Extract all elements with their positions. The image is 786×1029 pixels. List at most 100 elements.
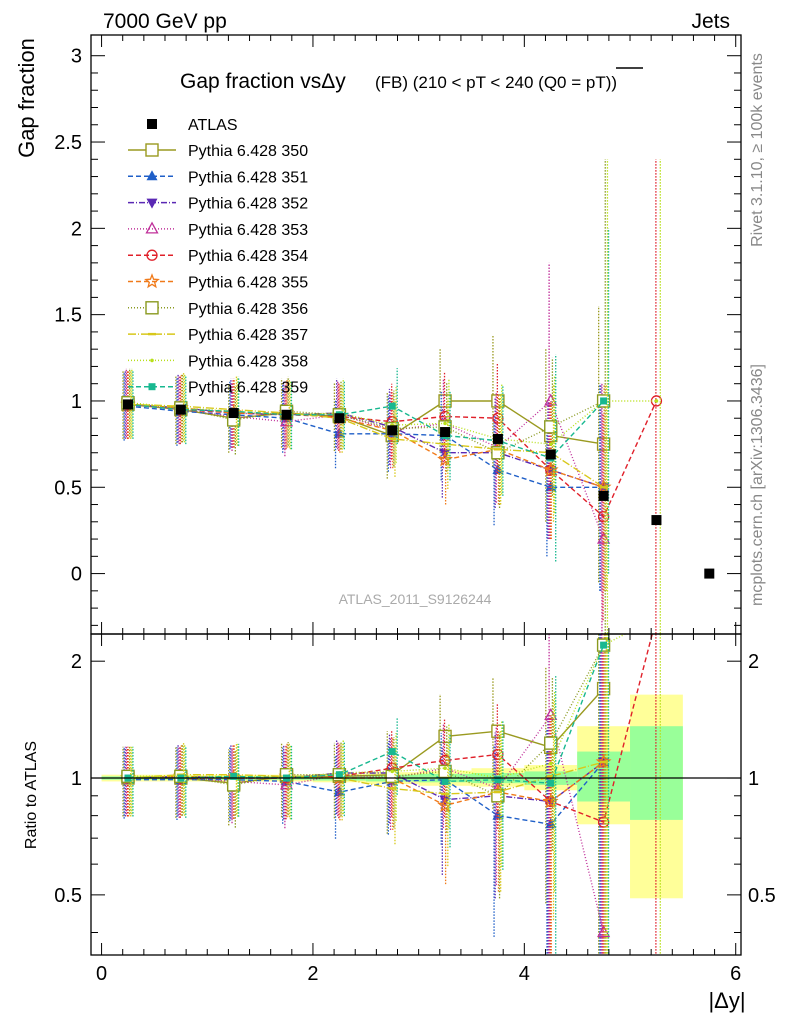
series-7-point-9 xyxy=(599,486,608,489)
series-main-7 xyxy=(123,369,608,591)
atlas-point-10 xyxy=(651,515,662,526)
series-7-ratio-point-9 xyxy=(599,760,608,764)
legend-label-4: Pythia 6.428 354 xyxy=(188,248,308,265)
series-main-5 xyxy=(120,369,612,591)
legend-label-8: Pythia 6.428 358 xyxy=(188,353,308,370)
series-ratio-6 xyxy=(121,634,611,955)
legend-marker-3 xyxy=(145,221,159,234)
series-7-ratio-point-7 xyxy=(493,790,502,794)
y-tick-label-3: 1.5 xyxy=(54,305,82,327)
series-0-line xyxy=(127,400,604,445)
series-0-ratio-point-6 xyxy=(438,729,452,744)
series-7-point-6 xyxy=(441,442,450,446)
series-1-line xyxy=(127,405,604,488)
legend: ATLAS Pythia 6.428 350 Pythia 6.428 351 Pyt… xyxy=(128,117,308,397)
series-7-ratio-point-8 xyxy=(546,775,555,778)
header-right: Jets xyxy=(691,10,730,33)
series-9-point-9 xyxy=(600,397,608,405)
series-6-point-8 xyxy=(544,420,558,434)
series-9-ratio-point-2 xyxy=(230,772,238,780)
series-7-ratio-point-6 xyxy=(441,792,450,796)
series-6-line xyxy=(127,400,604,454)
atlas-point-0 xyxy=(122,399,133,410)
atlas-point-4 xyxy=(334,413,345,424)
series-5-line xyxy=(127,403,604,488)
series-8-point-8 xyxy=(548,442,553,446)
ratio-series-layer xyxy=(120,634,661,955)
series-7-ratio-line xyxy=(127,761,604,795)
series-8-point-10 xyxy=(654,399,659,403)
x-tick-label-0: 0 xyxy=(96,963,107,985)
x-tick-label-2: 4 xyxy=(519,963,530,985)
series-ratio-2 xyxy=(122,634,610,955)
chart-title-main: Gap fraction vsΔy xyxy=(180,70,346,93)
series-3-point-9 xyxy=(597,531,611,544)
ratio-tick-label-left-2: 2 xyxy=(71,651,82,673)
legend-marker-6 xyxy=(145,301,159,315)
y-tick-label-4: 2 xyxy=(71,218,82,240)
legend-marker-4 xyxy=(146,249,158,261)
atlas-point-1 xyxy=(175,404,186,415)
x-tick-label-1: 2 xyxy=(307,963,318,985)
atlas-point-6 xyxy=(440,427,451,438)
chart-title-sub: (FB) (210 < pT < 240 (Q0 = pT)) xyxy=(375,73,617,92)
series-1-ratio-line xyxy=(128,761,605,826)
legend-label-0: Pythia 6.428 350 xyxy=(188,143,308,160)
series-9-ratio-point-5 xyxy=(388,748,396,756)
series-7-line xyxy=(127,403,604,488)
series-2-line xyxy=(127,403,604,488)
atlas-point-9 xyxy=(598,490,609,501)
legend-marker-8 xyxy=(150,358,154,363)
series-7-point-5 xyxy=(388,437,397,441)
atlas-point-3 xyxy=(281,409,292,420)
series-6-ratio-point-6 xyxy=(438,764,452,779)
ratio-tick-label-right-2: 2 xyxy=(748,651,759,673)
series-ratio-7 xyxy=(123,634,608,955)
series-main-0 xyxy=(121,306,611,583)
series-ratio-5 xyxy=(120,634,612,955)
series-main-1 xyxy=(122,371,610,591)
y-tick-label-2: 1 xyxy=(71,391,82,413)
series-8-ratio-point-8 xyxy=(548,761,553,766)
series-9-ratio-point-7 xyxy=(494,776,502,784)
atlas-point-5 xyxy=(387,425,398,436)
y-tick-label-0: 0 xyxy=(71,564,82,586)
x-axis-label: |Δy| xyxy=(708,988,745,1013)
legend-marker-7 xyxy=(148,332,156,336)
series-8-ratio-point-5 xyxy=(390,769,395,774)
main-series-layer xyxy=(120,159,663,634)
ratio-tick-label-left-1: 1 xyxy=(71,768,82,790)
y-tick-label-1: 0.5 xyxy=(54,477,82,499)
series-9-ratio-point-4 xyxy=(335,771,343,779)
atlas-point-2 xyxy=(228,408,239,419)
axes-layer: 0 2 4 6 0 0.5 1 1.5 2 2.5 3 0.5 0.5 1 1 2 2 xyxy=(54,34,776,985)
y-tick-label-6: 3 xyxy=(71,46,82,68)
series-8-ratio-point-6 xyxy=(443,766,447,771)
series-ratio-3 xyxy=(121,634,611,955)
atlas-point-11 xyxy=(704,568,715,579)
legend-label-1: Pythia 6.428 351 xyxy=(188,169,308,186)
series-ratio-1 xyxy=(122,634,610,955)
series-8-point-6 xyxy=(443,421,447,426)
series-5-ratio-point-9 xyxy=(595,753,612,769)
series-0-ratio-line xyxy=(128,688,605,784)
series-main-2 xyxy=(122,369,610,591)
series-2-ratio-line xyxy=(127,761,605,803)
legend-marker-1 xyxy=(146,170,158,181)
rivet-label: Rivet 3.1.10, ≥ 100k events xyxy=(749,53,766,247)
analysis-watermark: ATLAS_2011_S9126244 xyxy=(339,591,492,607)
series-3-point-8 xyxy=(544,393,558,406)
series-9-point-5 xyxy=(388,402,396,410)
y-axis-label: Gap fraction xyxy=(14,38,39,158)
series-3-ratio-line xyxy=(127,713,605,933)
series-6-ratio-line xyxy=(128,644,605,797)
legend-marker-0 xyxy=(145,143,159,157)
header-left: 7000 GeV pp xyxy=(103,10,227,33)
series-9-ratio-line xyxy=(128,644,605,784)
series-ratio-0 xyxy=(121,634,611,955)
series-9-ratio-point-6 xyxy=(441,777,449,785)
ratio-y-axis-label: Ratio to ATLAS xyxy=(23,741,40,849)
ratio-tick-label-right-1: 1 xyxy=(748,768,759,790)
series-9-ratio-point-8 xyxy=(547,779,555,787)
